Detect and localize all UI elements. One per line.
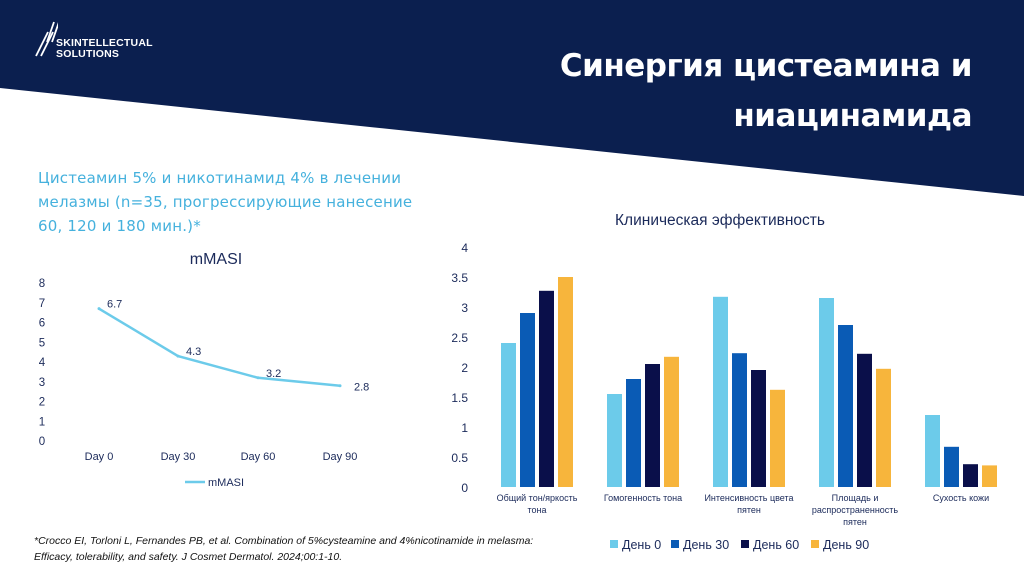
y-tick-label: 3 [461,301,468,315]
data-label: 4.3 [186,346,201,358]
logo-slashes-icon [35,21,58,57]
legend-label: День 30 [683,538,729,552]
bar-30-day [732,353,747,487]
data-point [338,384,342,388]
category-label: Гомогенность тона [604,493,682,503]
y-tick-label: 1 [39,416,45,428]
bar-30-day [838,325,853,487]
bar-30-day [944,446,959,487]
data-label: 2.8 [354,382,369,394]
bar-60-day [751,370,766,487]
y-tick-label: 6 [39,318,45,330]
chart-title: Клиническая эффективность [615,212,825,229]
legend-label: mMASI [208,477,244,489]
legend-label: День 0 [622,538,661,552]
y-tick-label: 8 [39,278,45,290]
mmasi-line-chart: mMASI 0 1 2 3 4 5 6 7 8 Day 0 Day 30 Day 60 Day 90 6.7… [39,251,370,489]
legend-swatch [610,540,618,548]
bar-90-day [558,277,573,487]
reference-line2: Efficacy, tolerability, and safety. J Co… [34,551,343,563]
legend-swatch [811,540,819,548]
bar-90-day [876,368,891,487]
bar-90-day [664,356,679,487]
x-tick-label: Day 90 [323,451,358,463]
bar-60-day [963,464,978,487]
x-tick-label: Day 0 [85,451,114,463]
bar-0-day [607,394,622,487]
page-title-line2: ниацинамида [733,98,972,134]
header-band [0,0,1024,196]
y-tick-label: 3.5 [451,271,468,285]
reference-line1: *Crocco EI, Torloni L, Fernandes PB, et … [34,535,534,547]
y-tick-label: 0 [461,481,468,495]
logo-line2: SOLUTIONS [56,48,120,60]
page-title-line1: Синергия цистеамина и [559,48,973,84]
data-point [97,307,101,311]
bar-60-day [857,353,872,487]
y-tick-label: 0 [39,436,45,448]
bar-30-day [626,379,641,487]
legend-label: День 60 [753,538,799,552]
y-tick-label: 2 [461,361,468,375]
bar-60-day [539,290,554,487]
reference: *Crocco EI, Torloni L, Fernandes PB, et … [34,533,533,565]
legend-label: День 90 [823,538,869,552]
x-tick-label: Day 60 [241,451,276,463]
mmasi-series-line [98,307,341,387]
logo-line1: SKINTELLECTUAL [56,37,153,49]
data-label: 6.7 [107,299,122,311]
data-label: 3.2 [266,368,281,380]
data-point [176,354,180,358]
bar-90-day [982,465,997,487]
y-tick-label: 3 [39,377,45,389]
bar-0-day [925,415,940,487]
bar-30-day [520,313,535,487]
chart-title: mMASI [190,251,242,268]
category-label: Площадь и распространенность пятен [812,493,899,527]
bar-0-day [713,296,728,487]
y-tick-label: 5 [39,337,45,349]
y-tick-label: 7 [39,298,45,310]
logo-text: SKINTELLECTUAL SOLUTIONS [56,38,153,60]
bar-90-day [770,389,785,487]
y-tick-label: 2.5 [451,331,468,345]
category-label: Сухость кожи [933,493,989,503]
bar-0-day [819,298,834,487]
x-tick-label: Day 30 [161,451,196,463]
y-tick-label: 4 [39,357,46,369]
bar-0-day [501,343,516,487]
legend-swatch [671,540,679,548]
y-tick-label: 1 [461,421,468,435]
data-point [256,376,260,380]
category-label: Интенсивность цвета пятен [704,493,793,515]
study-subtitle: Цистеамин 5% и никотинамид 4% в лечении … [38,169,413,235]
y-tick-label: 2 [39,397,45,409]
y-tick-label: 4 [461,241,468,255]
header-shape [0,0,1024,196]
clinical-efficacy-bar-chart: Клиническая эффективность 0 0.5 1 1.5 2 2.5 3 3.… [451,212,997,552]
y-tick-label: 1.5 [451,391,468,405]
category-label: Общий тон/яркость тона [497,493,578,515]
y-tick-label: 0.5 [451,451,468,465]
legend-swatch [741,540,749,548]
bar-60-day [645,364,660,487]
